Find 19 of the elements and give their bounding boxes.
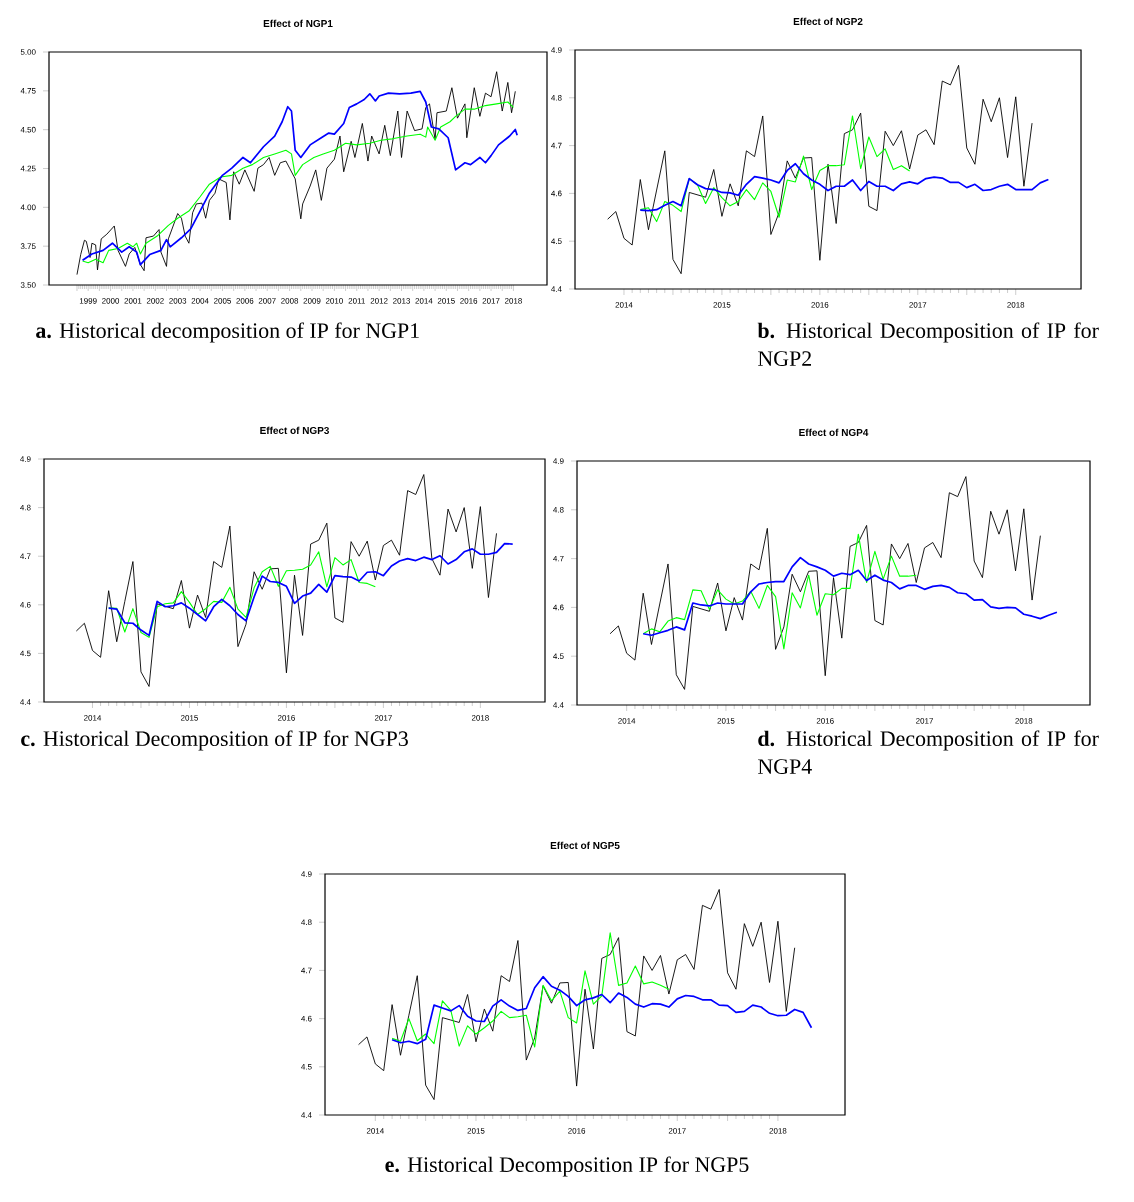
chart-title: Effect of NGP5 xyxy=(550,841,620,850)
line-series xyxy=(358,888,796,1101)
line-series xyxy=(391,932,670,1048)
chart-title: Effect of NGP3 xyxy=(260,426,330,435)
line-series xyxy=(639,115,911,223)
line-series xyxy=(76,71,516,276)
line-series xyxy=(391,975,813,1045)
text: e. Historical Decomposition IP for NGP5 xyxy=(385,1156,749,1177)
text: c. Historical Decomposition of IP for NGP3 xyxy=(21,730,408,751)
text: b. Historical Decomposition of IP for NGP2 xyxy=(757,322,1099,366)
line-series xyxy=(107,542,514,637)
chart-title: Effect of NGP4 xyxy=(799,428,869,437)
line-series xyxy=(609,476,1041,690)
text: a. Historical decomposition of IP for NGP1 xyxy=(36,322,419,343)
line-series xyxy=(108,551,376,638)
line-series xyxy=(642,533,917,650)
chart-title: Effect of NGP2 xyxy=(793,17,863,25)
text: d. Historical Decomposition of IP for NGP4 xyxy=(758,730,1099,774)
chart-title: Effect of NGP1 xyxy=(263,19,333,27)
